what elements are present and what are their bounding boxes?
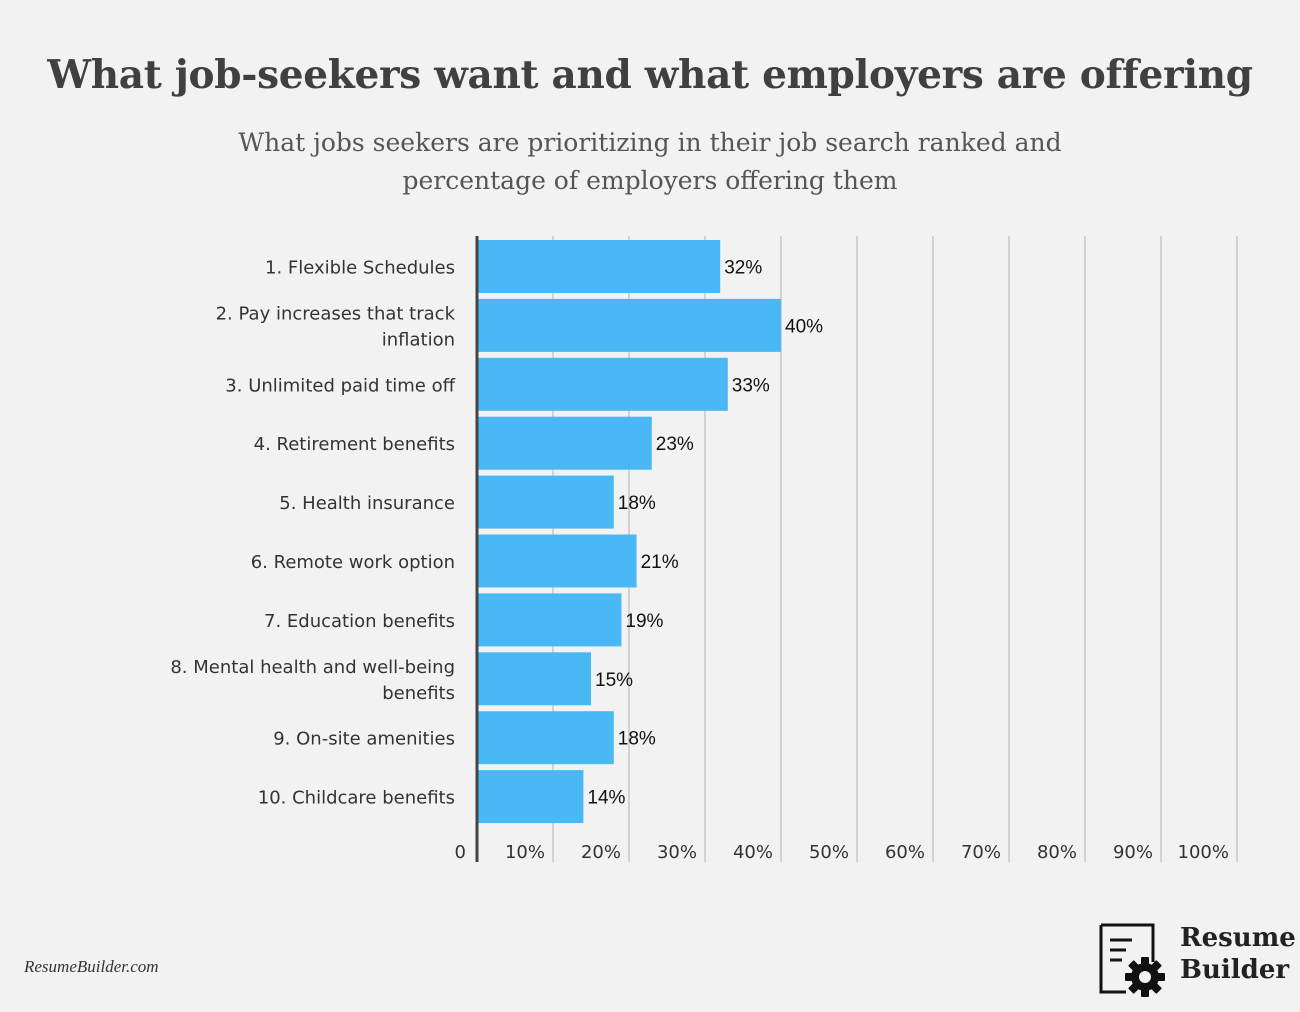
data-label: 40%: [785, 316, 823, 337]
x-tick-label: 30%: [657, 842, 697, 863]
category-label: 7. Education benefits: [264, 611, 455, 632]
resume-document-gear-icon: [1099, 923, 1165, 997]
category-label: 1. Flexible Schedules: [265, 258, 455, 279]
category-label: 6. Remote work option: [251, 552, 455, 573]
bar: [477, 416, 652, 470]
chart-subtitle: What jobs seekers are prioritizing in th…: [238, 128, 1062, 195]
bar: [477, 298, 781, 352]
x-tick-label: 70%: [961, 842, 1001, 863]
category-label: 3. Unlimited paid time off: [225, 375, 455, 396]
bar: [477, 711, 614, 765]
brand-wordmark: Resume Builder: [1180, 922, 1296, 986]
x-tick-label: 100%: [1178, 842, 1229, 863]
brand-line-1: Resume: [1180, 923, 1296, 953]
data-label: 23%: [656, 434, 694, 455]
data-label: 19%: [625, 611, 663, 632]
category-label: 4. Retirement benefits: [254, 434, 455, 455]
x-tick-label: 40%: [733, 842, 773, 863]
bar: [477, 475, 614, 529]
bar: [477, 593, 622, 647]
x-tick-label: 60%: [885, 842, 925, 863]
resume-builder-logo: Resume Builder: [1098, 920, 1296, 1000]
x-tick-label: 50%: [809, 842, 849, 863]
bar: [477, 240, 721, 293]
x-tick-label: 0: [455, 842, 466, 863]
x-tick-label: 10%: [505, 842, 545, 863]
brand-line-2: Builder: [1180, 955, 1290, 985]
data-label: 15%: [595, 670, 633, 691]
data-label: 21%: [641, 552, 679, 573]
chart-title: What job-seekers want and what employers…: [47, 52, 1253, 98]
data-label: 33%: [732, 375, 770, 396]
category-label: 10. Childcare benefits: [258, 788, 455, 809]
category-label: 9. On-site amenities: [273, 729, 455, 750]
data-label: 18%: [618, 493, 656, 514]
bar-chart: 32% 1. Flexible Schedules 40% 2. Pay increa…: [170, 236, 1238, 863]
category-label: 8. Mental health and well-being benefits: [170, 657, 455, 704]
source-credit: ResumeBuilder.com: [24, 957, 159, 976]
bar: [477, 652, 591, 706]
data-label: 18%: [618, 729, 656, 750]
category-label: 5. Health insurance: [279, 493, 455, 514]
bar: [477, 770, 584, 824]
bar: [477, 357, 728, 411]
x-tick-label: 20%: [581, 842, 621, 863]
x-tick-label: 90%: [1113, 842, 1153, 863]
bar: [477, 534, 637, 588]
category-label: 2. Pay increases that track inflation: [216, 303, 456, 350]
data-label: 32%: [724, 258, 762, 279]
x-tick-label: 80%: [1037, 842, 1077, 863]
data-label: 14%: [587, 788, 625, 809]
